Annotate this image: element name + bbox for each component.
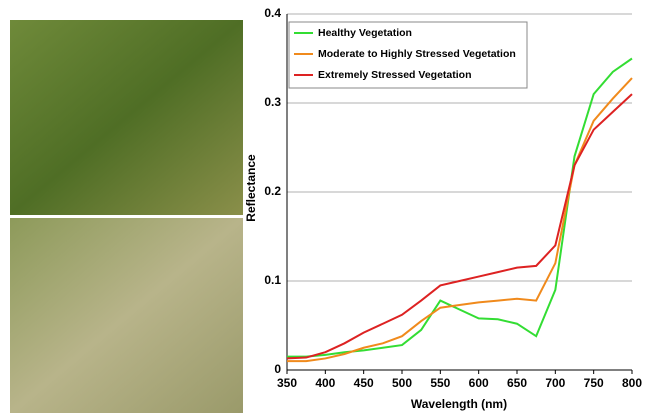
healthy-photo — [10, 20, 243, 215]
x-tick-label: 550 — [430, 376, 450, 390]
series-line — [287, 77, 633, 363]
legend-label: Healthy Vegetation — [318, 27, 412, 39]
x-tick-label: 650 — [507, 376, 527, 390]
x-axis-label: Wavelength (nm) — [411, 397, 507, 411]
y-tick-label: 0.2 — [264, 184, 281, 198]
y-tick-label: 0.4 — [264, 6, 281, 20]
x-tick-label: 400 — [315, 376, 335, 390]
legend: Healthy Vegetation Moderate to Highly Str… — [288, 21, 528, 89]
x-tick-label: 700 — [545, 376, 565, 390]
legend-label: Moderate to Highly Stressed Vegetation — [318, 48, 516, 60]
series-line — [286, 93, 633, 360]
x-tick-label: 450 — [354, 376, 374, 390]
x-tick-label: 750 — [584, 376, 604, 390]
y-tick-label: 0 — [274, 362, 281, 376]
y-tick-label: 0.1 — [264, 273, 281, 287]
x-tick-label: 800 — [622, 376, 642, 390]
x-tick-label: 600 — [469, 376, 489, 390]
stressed-photo — [10, 218, 243, 413]
x-tick-label: 350 — [277, 376, 297, 390]
series-line — [287, 57, 633, 358]
legend-box — [288, 21, 528, 89]
y-axis-label: Reflectance — [244, 154, 258, 222]
x-tick-label: 500 — [392, 376, 412, 390]
y-tick-label: 0.3 — [264, 95, 281, 109]
legend-label: Extremely Stressed Vegetation — [318, 69, 472, 81]
